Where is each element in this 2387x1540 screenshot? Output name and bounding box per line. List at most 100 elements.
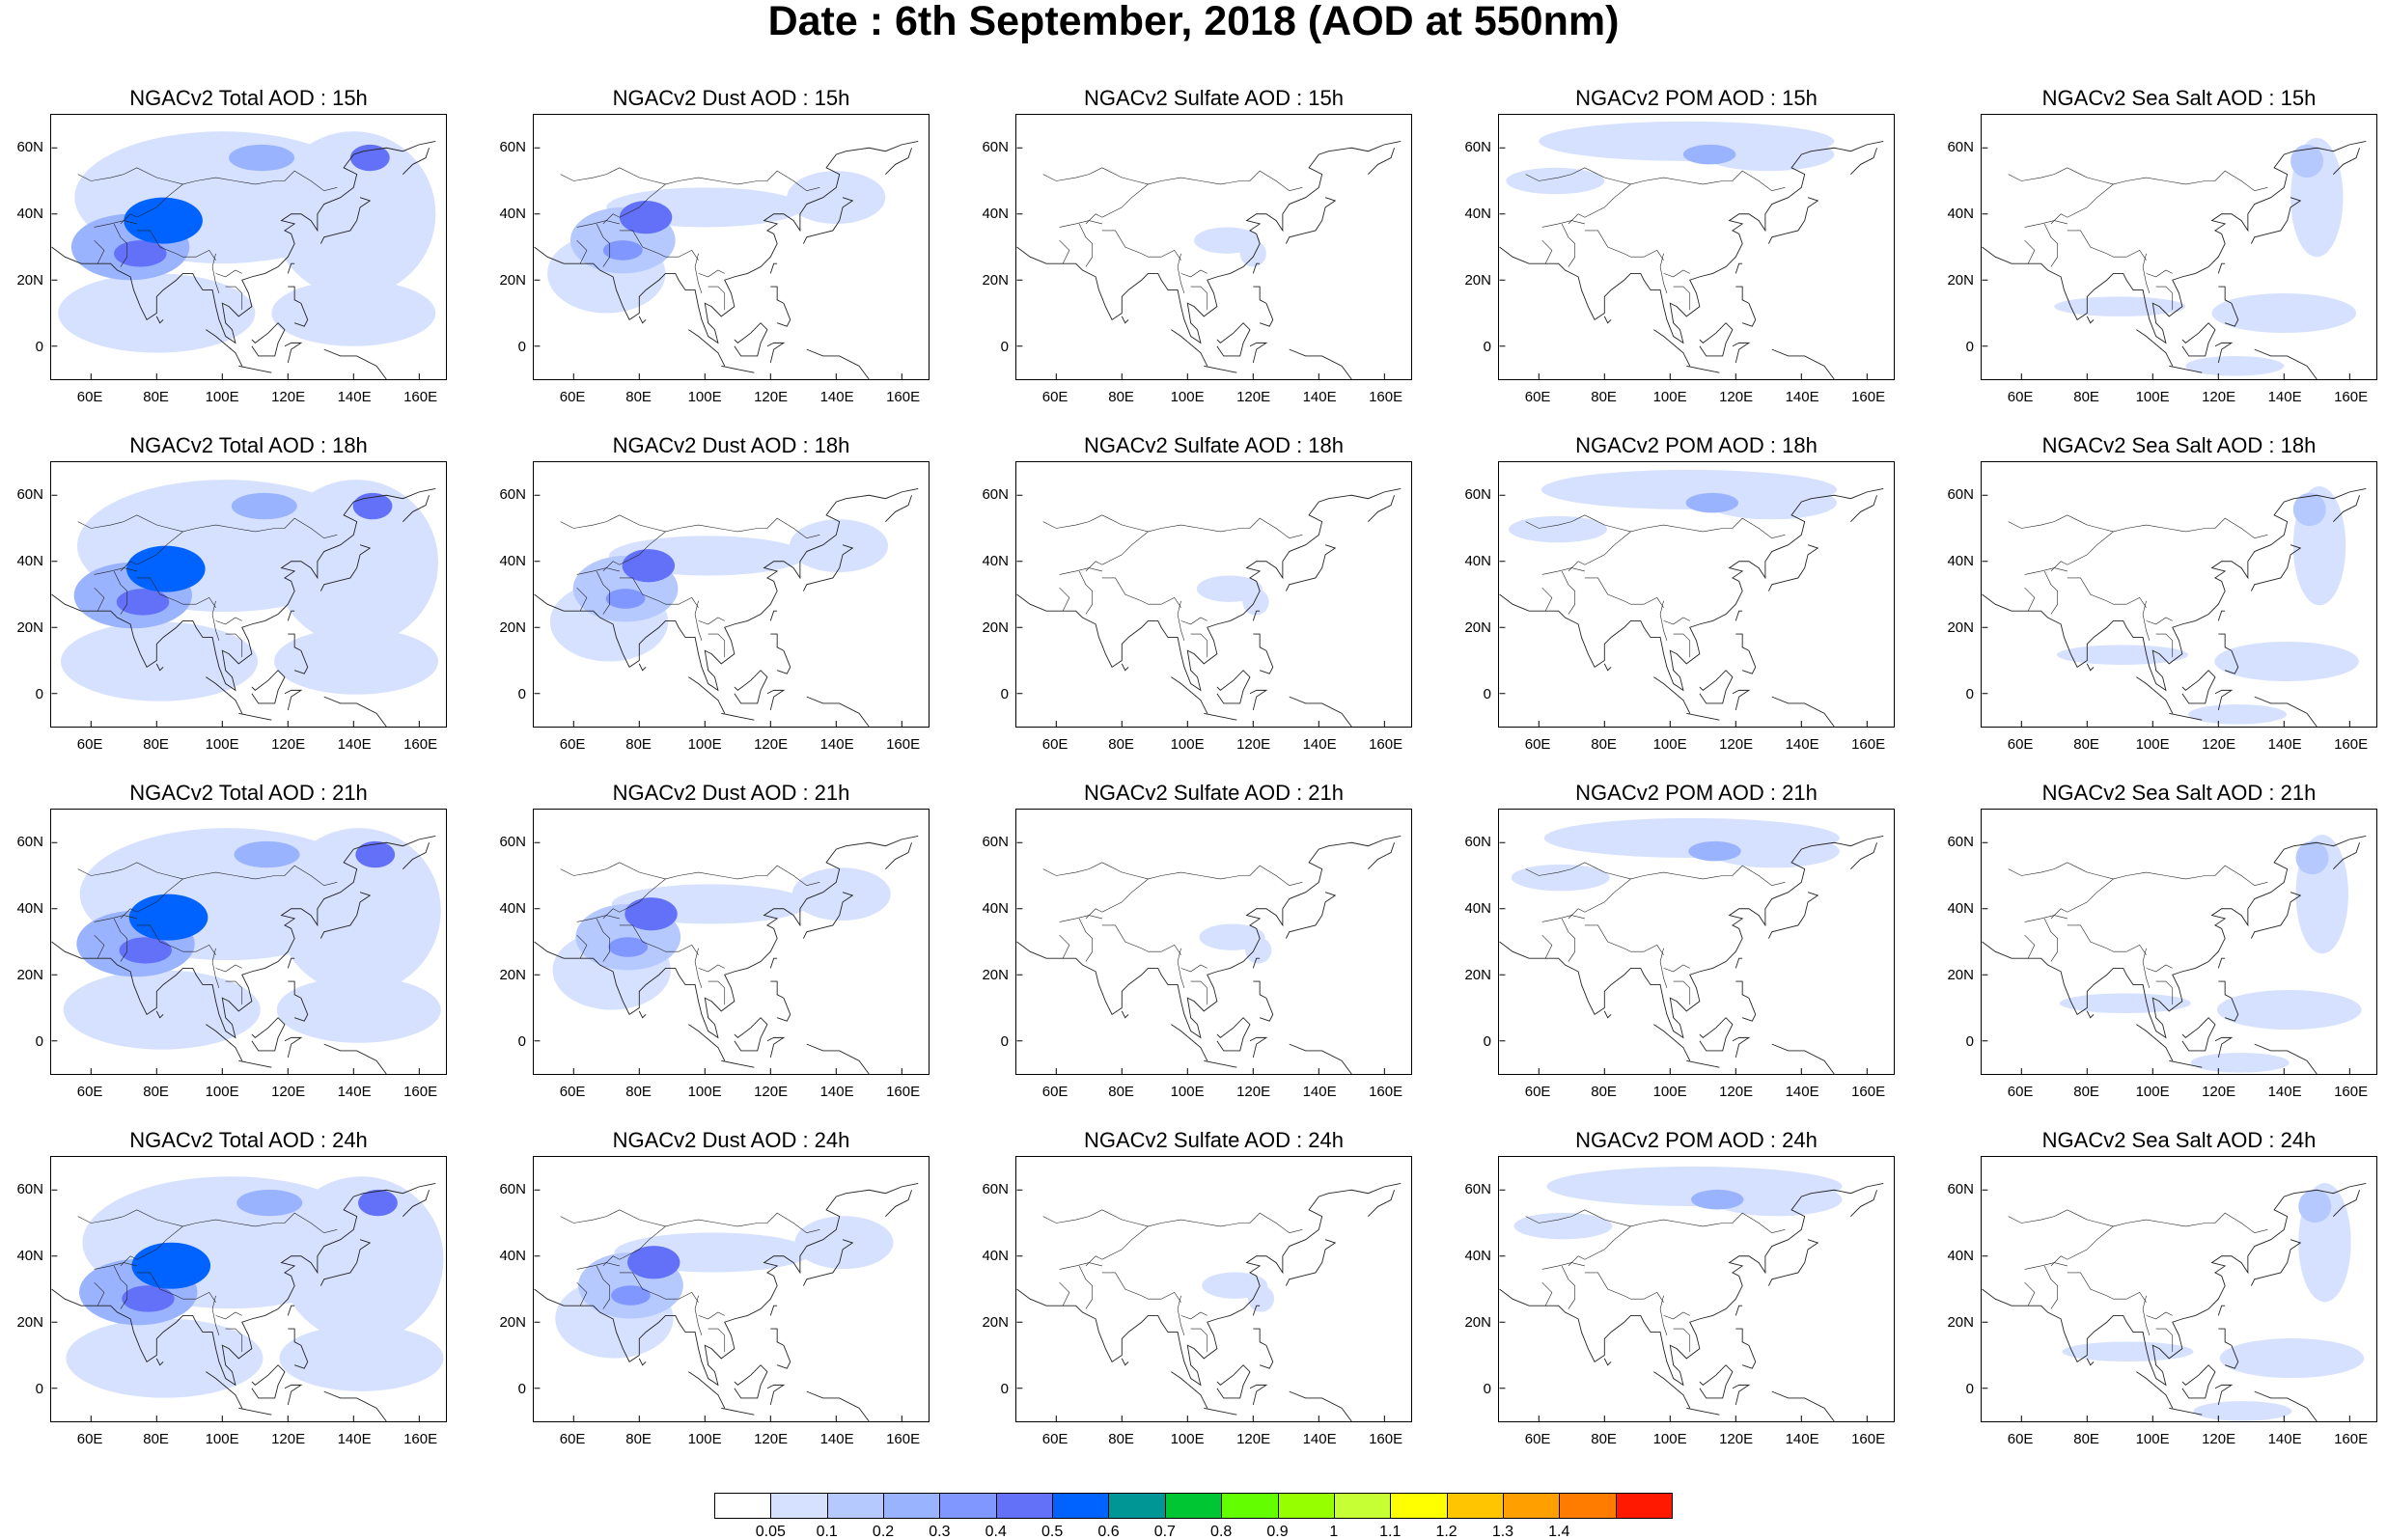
coastline: [806, 696, 870, 727]
aod-map: [1498, 461, 1895, 728]
coastline: [2217, 610, 2226, 621]
country-border: [1180, 617, 1207, 625]
coastline: [1368, 495, 1395, 522]
map-panel: NGACv2 Total AOD : 18h 60N 40N 20N 0 60E 80E 10…: [0, 434, 483, 782]
coastline: [688, 1024, 726, 1061]
country-border: [2024, 220, 2068, 228]
coastline: [1249, 1036, 1268, 1059]
country-border: [1085, 531, 1149, 572]
country-border: [1177, 600, 1185, 642]
lat-tick-label: 60N: [499, 485, 526, 503]
coastline: [1850, 148, 1877, 175]
lon-tick-label: 60E: [2007, 736, 2034, 753]
country-border: [1059, 587, 1070, 612]
coastline: [1771, 1043, 1835, 1074]
country-border: [576, 1281, 588, 1306]
lon-tick-label: 120E: [2202, 1431, 2236, 1447]
aod-plume: [1513, 1212, 1613, 1240]
panel-title: NGACv2 POM AOD : 15h: [1575, 86, 1818, 110]
lon-tick-label: 160E: [2334, 1431, 2369, 1447]
aod-plume: [276, 828, 441, 994]
country-border: [602, 531, 666, 572]
country-border: [94, 1281, 105, 1306]
country-border: [1584, 577, 1664, 608]
lon-tick-label: 60E: [559, 1431, 586, 1447]
coastline: [1285, 1239, 1337, 1286]
country-border: [1525, 167, 1786, 192]
lon-tick-label: 140E: [1785, 1431, 1819, 1447]
country-border: [602, 1225, 666, 1267]
coastline: [1289, 1390, 1352, 1421]
country-border: [1561, 1265, 1576, 1309]
lat-tick-label: 40N: [1947, 552, 1974, 569]
country-border: [560, 167, 820, 192]
lon-tick-label: 80E: [2073, 736, 2099, 753]
coastline: [885, 1190, 912, 1217]
country-border: [1177, 948, 1185, 989]
lon-tick-label: 120E: [2202, 389, 2236, 405]
lat-tick-label: 20N: [499, 1313, 526, 1331]
country-border: [2043, 223, 2059, 267]
lon-tick-label: 140E: [2267, 736, 2302, 753]
coastline: [206, 329, 243, 367]
coastline: [51, 140, 436, 344]
coastline: [2086, 1358, 2095, 1366]
lon-tick-label: 120E: [1719, 1084, 1754, 1100]
lon-tick-label: 140E: [2267, 1084, 2302, 1100]
coastline: [1249, 342, 1268, 364]
country-border: [1541, 934, 1553, 959]
aod-map: [1015, 461, 1412, 728]
aod-plume: [1710, 1183, 1843, 1217]
lat-tick-label: 40N: [16, 552, 43, 569]
country-border: [2067, 230, 2147, 261]
aod-field-svg: [1499, 121, 1884, 379]
aod-map: [1498, 1156, 1895, 1422]
colorbar-swatch: [1277, 1493, 1335, 1519]
country-border: [120, 878, 183, 920]
lon-tick-label: 120E: [754, 1084, 789, 1100]
country-border: [1659, 253, 1668, 294]
lon-tick-label: 160E: [1369, 389, 1403, 405]
coastline: [2214, 342, 2234, 364]
country-border: [1059, 239, 1070, 264]
coastline: [1016, 140, 1402, 344]
aod-field-svg: [1016, 835, 1402, 1074]
lat-tick-label: 60N: [1947, 138, 1974, 155]
map-panel: NGACv2 POM AOD : 24h 60N 40N 20N 0 60E 80E 100E…: [1448, 1129, 1930, 1476]
aod-plume: [605, 589, 646, 609]
lon-tick-label: 60E: [559, 389, 586, 405]
lon-tick-label: 60E: [1524, 389, 1551, 405]
coastline: [288, 286, 309, 327]
lat-tick-label: 0: [1483, 338, 1491, 355]
coastline: [1204, 1407, 1237, 1416]
coastline: [2218, 633, 2239, 674]
country-border: [113, 918, 128, 962]
lon-tick-label: 80E: [1591, 736, 1617, 753]
coastline: [1171, 676, 1208, 714]
lat-tick-label: 0: [1000, 338, 1009, 355]
lat-tick-label: 60N: [16, 138, 43, 155]
country-border: [1078, 1265, 1094, 1309]
lat-tick-label: 20N: [982, 271, 1009, 289]
lat-tick-label: 0: [1000, 1032, 1009, 1050]
coastline: [284, 1036, 303, 1059]
country-border: [619, 577, 699, 608]
colorbar-swatch: [1333, 1493, 1392, 1519]
coastline: [251, 1017, 286, 1052]
lat-tick-label: 60N: [982, 833, 1009, 850]
coastline: [1285, 544, 1337, 591]
lat-tick-label: 20N: [499, 619, 526, 636]
coastline: [287, 1305, 295, 1316]
country-border: [94, 1262, 137, 1270]
panel-title: NGACv2 Dust AOD : 18h: [612, 433, 850, 457]
country-border: [94, 587, 105, 612]
lat-tick-label: 60N: [499, 1180, 526, 1197]
coastline: [1499, 140, 1884, 344]
aod-plume: [128, 894, 208, 941]
coastline: [1771, 1390, 1835, 1421]
coastline: [319, 1239, 372, 1286]
country-border: [225, 286, 243, 311]
lon-tick-label: 80E: [2073, 389, 2099, 405]
lat-tick-label: 40N: [499, 552, 526, 569]
coastline: [721, 712, 755, 721]
